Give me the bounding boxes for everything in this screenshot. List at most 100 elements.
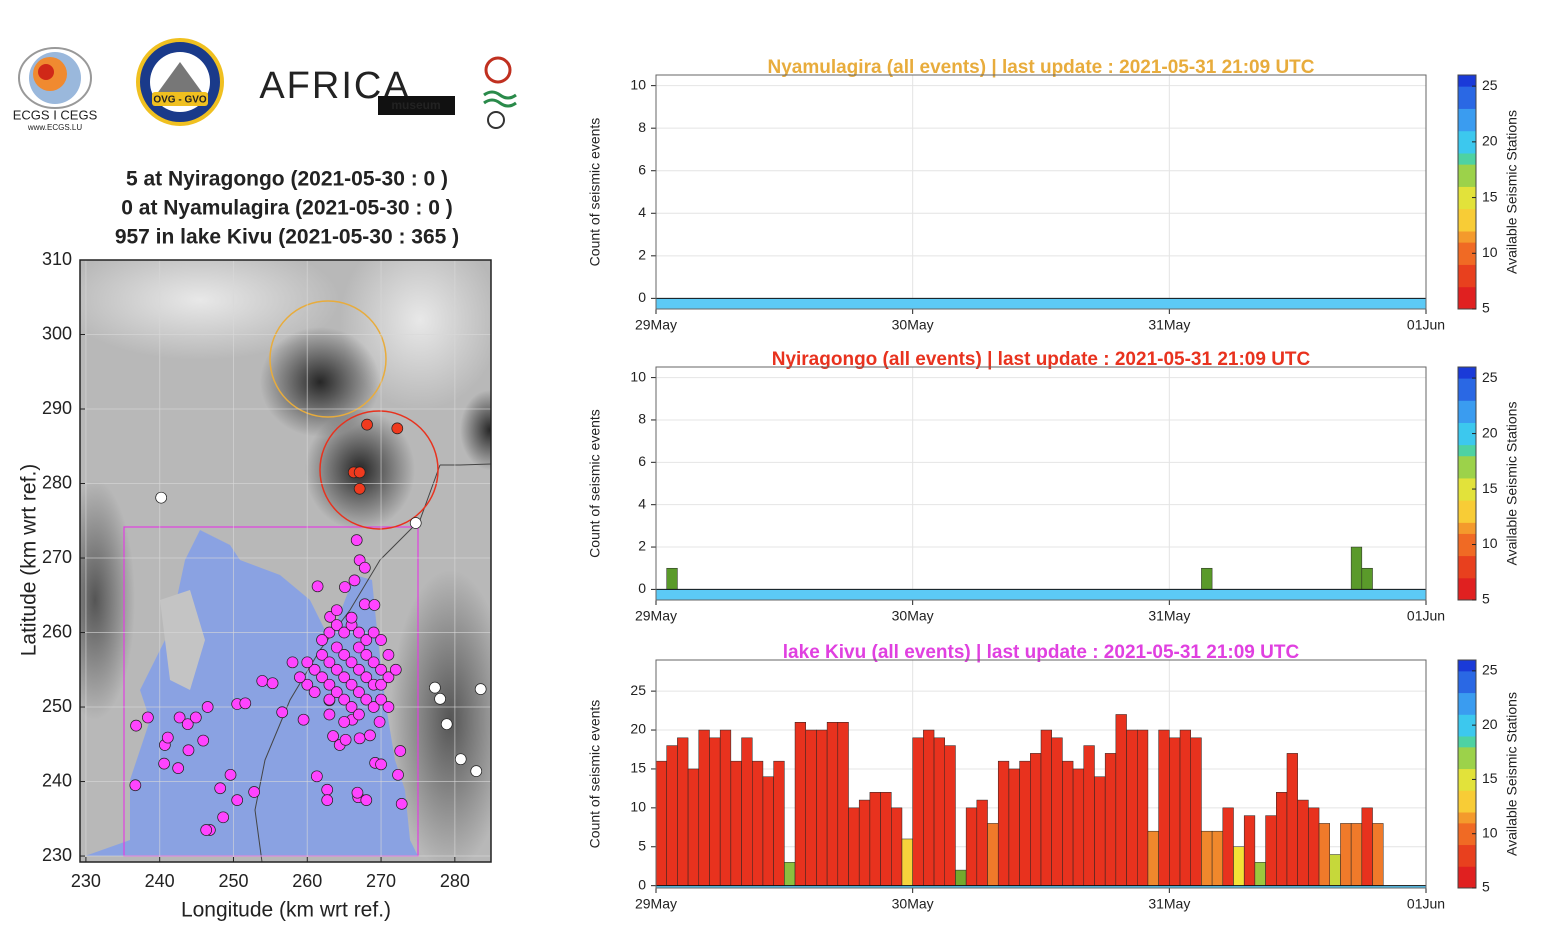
- event-point: [353, 626, 365, 639]
- event-point: [217, 811, 229, 824]
- colorbar-tick-label: 5: [1482, 879, 1490, 895]
- bar: [794, 722, 806, 886]
- bar: [666, 745, 678, 886]
- bar: [1072, 768, 1085, 886]
- colorbar-step: [1458, 186, 1476, 199]
- colorbar-step: [1458, 411, 1476, 423]
- logo-text: museum: [391, 98, 440, 112]
- event-point: [308, 686, 321, 698]
- bar: [1030, 753, 1042, 886]
- event-point: [395, 798, 408, 810]
- colorbar-step: [1458, 555, 1476, 568]
- station-band: [656, 589, 1426, 600]
- colorbar-step: [1458, 297, 1476, 310]
- colorbar-step: [1458, 670, 1476, 683]
- logo-ecgs: ECGS I CEGS www.ECGS.LU: [13, 47, 98, 132]
- bar: [1329, 854, 1341, 886]
- bar: [1169, 737, 1181, 886]
- colorbar-tick-label: 15: [1482, 188, 1498, 204]
- event-point: [360, 649, 373, 661]
- colorbar-step: [1458, 714, 1476, 726]
- x-tick-label: 230: [71, 871, 101, 891]
- x-tick-label: 280: [440, 871, 470, 891]
- event-point: [353, 466, 366, 479]
- colorbar-step: [1458, 108, 1476, 121]
- event-point: [338, 626, 351, 639]
- map-title: 5 at Nyiragongo (2021-05-30 : 0 ): [126, 168, 448, 191]
- event-point: [373, 716, 386, 728]
- bar: [1361, 567, 1373, 590]
- y-tick-label: 10: [630, 76, 646, 92]
- bar: [1361, 807, 1373, 886]
- colorbar-step: [1458, 141, 1476, 154]
- colorbar-step: [1458, 242, 1476, 254]
- event-point: [129, 779, 142, 792]
- event-point: [434, 692, 446, 705]
- y-tick-label: 250: [42, 696, 72, 716]
- colorbar-step: [1458, 466, 1476, 479]
- logo-text: OVG - GVO: [153, 95, 207, 106]
- y-tick-label: 260: [42, 621, 72, 641]
- bar: [1179, 729, 1191, 886]
- event-point: [382, 671, 395, 684]
- event-point: [474, 683, 487, 695]
- bar: [1094, 776, 1106, 886]
- colorbar-step: [1458, 757, 1476, 770]
- event-point: [181, 718, 194, 731]
- colorbar-step: [1458, 153, 1476, 165]
- bar: [1318, 823, 1330, 886]
- bar: [1286, 753, 1298, 886]
- colorbar-step: [1458, 389, 1476, 401]
- bar: [912, 737, 924, 886]
- colorbar-step: [1458, 566, 1476, 579]
- colorbar-step: [1458, 86, 1476, 98]
- logo-ovg: OVG - GVO: [136, 38, 224, 126]
- bar: [1158, 729, 1170, 886]
- colorbar-step: [1458, 455, 1476, 468]
- event-point: [311, 580, 324, 593]
- bar: [687, 768, 700, 886]
- event-point: [345, 656, 358, 669]
- x-tick-label: 240: [145, 871, 175, 891]
- y-tick-label: 2: [638, 247, 646, 263]
- event-point: [316, 671, 328, 684]
- event-point: [330, 641, 343, 654]
- event-point: [358, 561, 371, 574]
- x-tick-label: 29May: [635, 317, 677, 333]
- bar: [933, 737, 945, 886]
- bar: [1276, 792, 1288, 886]
- event-point: [316, 634, 328, 646]
- bar: [773, 760, 785, 886]
- x-tick-label: 31May: [1148, 896, 1190, 912]
- colorbar-tick-label: 20: [1482, 716, 1498, 732]
- event-point: [375, 678, 387, 691]
- x-tick-label: 270: [366, 871, 396, 891]
- bar: [1265, 815, 1277, 886]
- event-point: [286, 656, 299, 669]
- colorbar-step: [1458, 790, 1476, 802]
- colorbar-step: [1458, 422, 1476, 435]
- bar: [1350, 546, 1363, 590]
- event-point: [248, 786, 260, 798]
- colorbar-tick-label: 20: [1482, 424, 1498, 440]
- colorbar-step: [1458, 500, 1476, 512]
- bar: [730, 760, 742, 886]
- event-point: [382, 701, 395, 713]
- bar: [1372, 823, 1384, 886]
- bar: [891, 807, 903, 886]
- x-tick-label: 30May: [892, 896, 934, 912]
- event-point: [330, 686, 343, 698]
- y-axis-label: Count of seismic events: [587, 409, 603, 558]
- event-point: [367, 701, 380, 713]
- bar: [1222, 807, 1234, 886]
- logo-text: www.ECGS.LU: [27, 123, 82, 132]
- event-point: [130, 719, 142, 732]
- bar: [677, 737, 689, 886]
- bar: [805, 729, 817, 886]
- y-tick-label: 8: [638, 119, 646, 135]
- event-point: [367, 626, 380, 639]
- colorbar-step: [1458, 75, 1476, 87]
- bar: [666, 567, 678, 590]
- colorbar-tick-label: 20: [1482, 133, 1498, 149]
- event-point: [323, 708, 336, 721]
